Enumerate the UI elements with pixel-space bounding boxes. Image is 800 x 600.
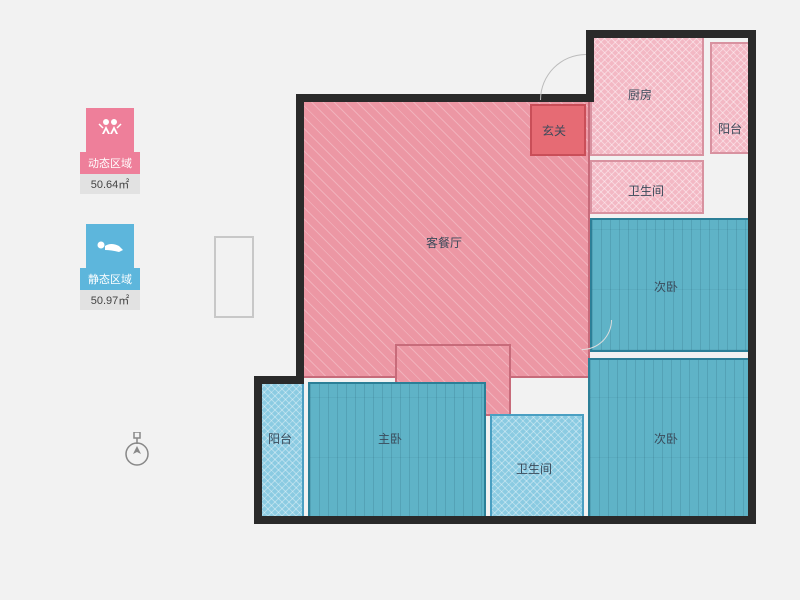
legend-dynamic-icon: [86, 108, 134, 152]
legend-dynamic-value: 50.64㎡: [80, 174, 140, 194]
room-label-balcony_kitchen: 阳台: [718, 120, 742, 137]
outer-wall: [586, 30, 594, 102]
room-balcony_kitchen: [710, 42, 750, 154]
outer-wall: [586, 30, 756, 38]
room-label-bath1: 卫生间: [628, 182, 664, 199]
room-balcony_master: [260, 382, 304, 520]
room-label-kitchen: 厨房: [628, 86, 652, 103]
balcony-outline: [214, 236, 254, 318]
room-label-second_bed_lower: 次卧: [654, 430, 678, 447]
legend-static-label: 静态区域: [80, 268, 140, 290]
legend-panel: 动态区域 50.64㎡ 静态区域 50.97㎡: [80, 108, 140, 310]
legend-static-icon: [86, 224, 134, 268]
outer-wall: [296, 94, 304, 382]
room-label-master: 主卧: [378, 430, 402, 447]
compass-icon: [123, 432, 151, 468]
outer-wall: [254, 516, 756, 524]
room-label-balcony_master: 阳台: [268, 430, 292, 447]
outer-wall: [254, 376, 304, 384]
room-label-bath2: 卫生间: [516, 460, 552, 477]
outer-wall: [748, 30, 756, 524]
floor-plan: 客餐厅玄关厨房阳台卫生间次卧次卧主卧卫生间阳台: [240, 18, 780, 584]
legend-dynamic-label: 动态区域: [80, 152, 140, 174]
door-arc: [540, 54, 586, 100]
room-label-living: 客餐厅: [426, 234, 462, 251]
legend-static-value: 50.97㎡: [80, 290, 140, 310]
room-label-entry: 玄关: [542, 122, 566, 139]
room-label-second_bed_upper: 次卧: [654, 278, 678, 295]
outer-wall: [254, 376, 262, 524]
room-master: [308, 382, 486, 520]
